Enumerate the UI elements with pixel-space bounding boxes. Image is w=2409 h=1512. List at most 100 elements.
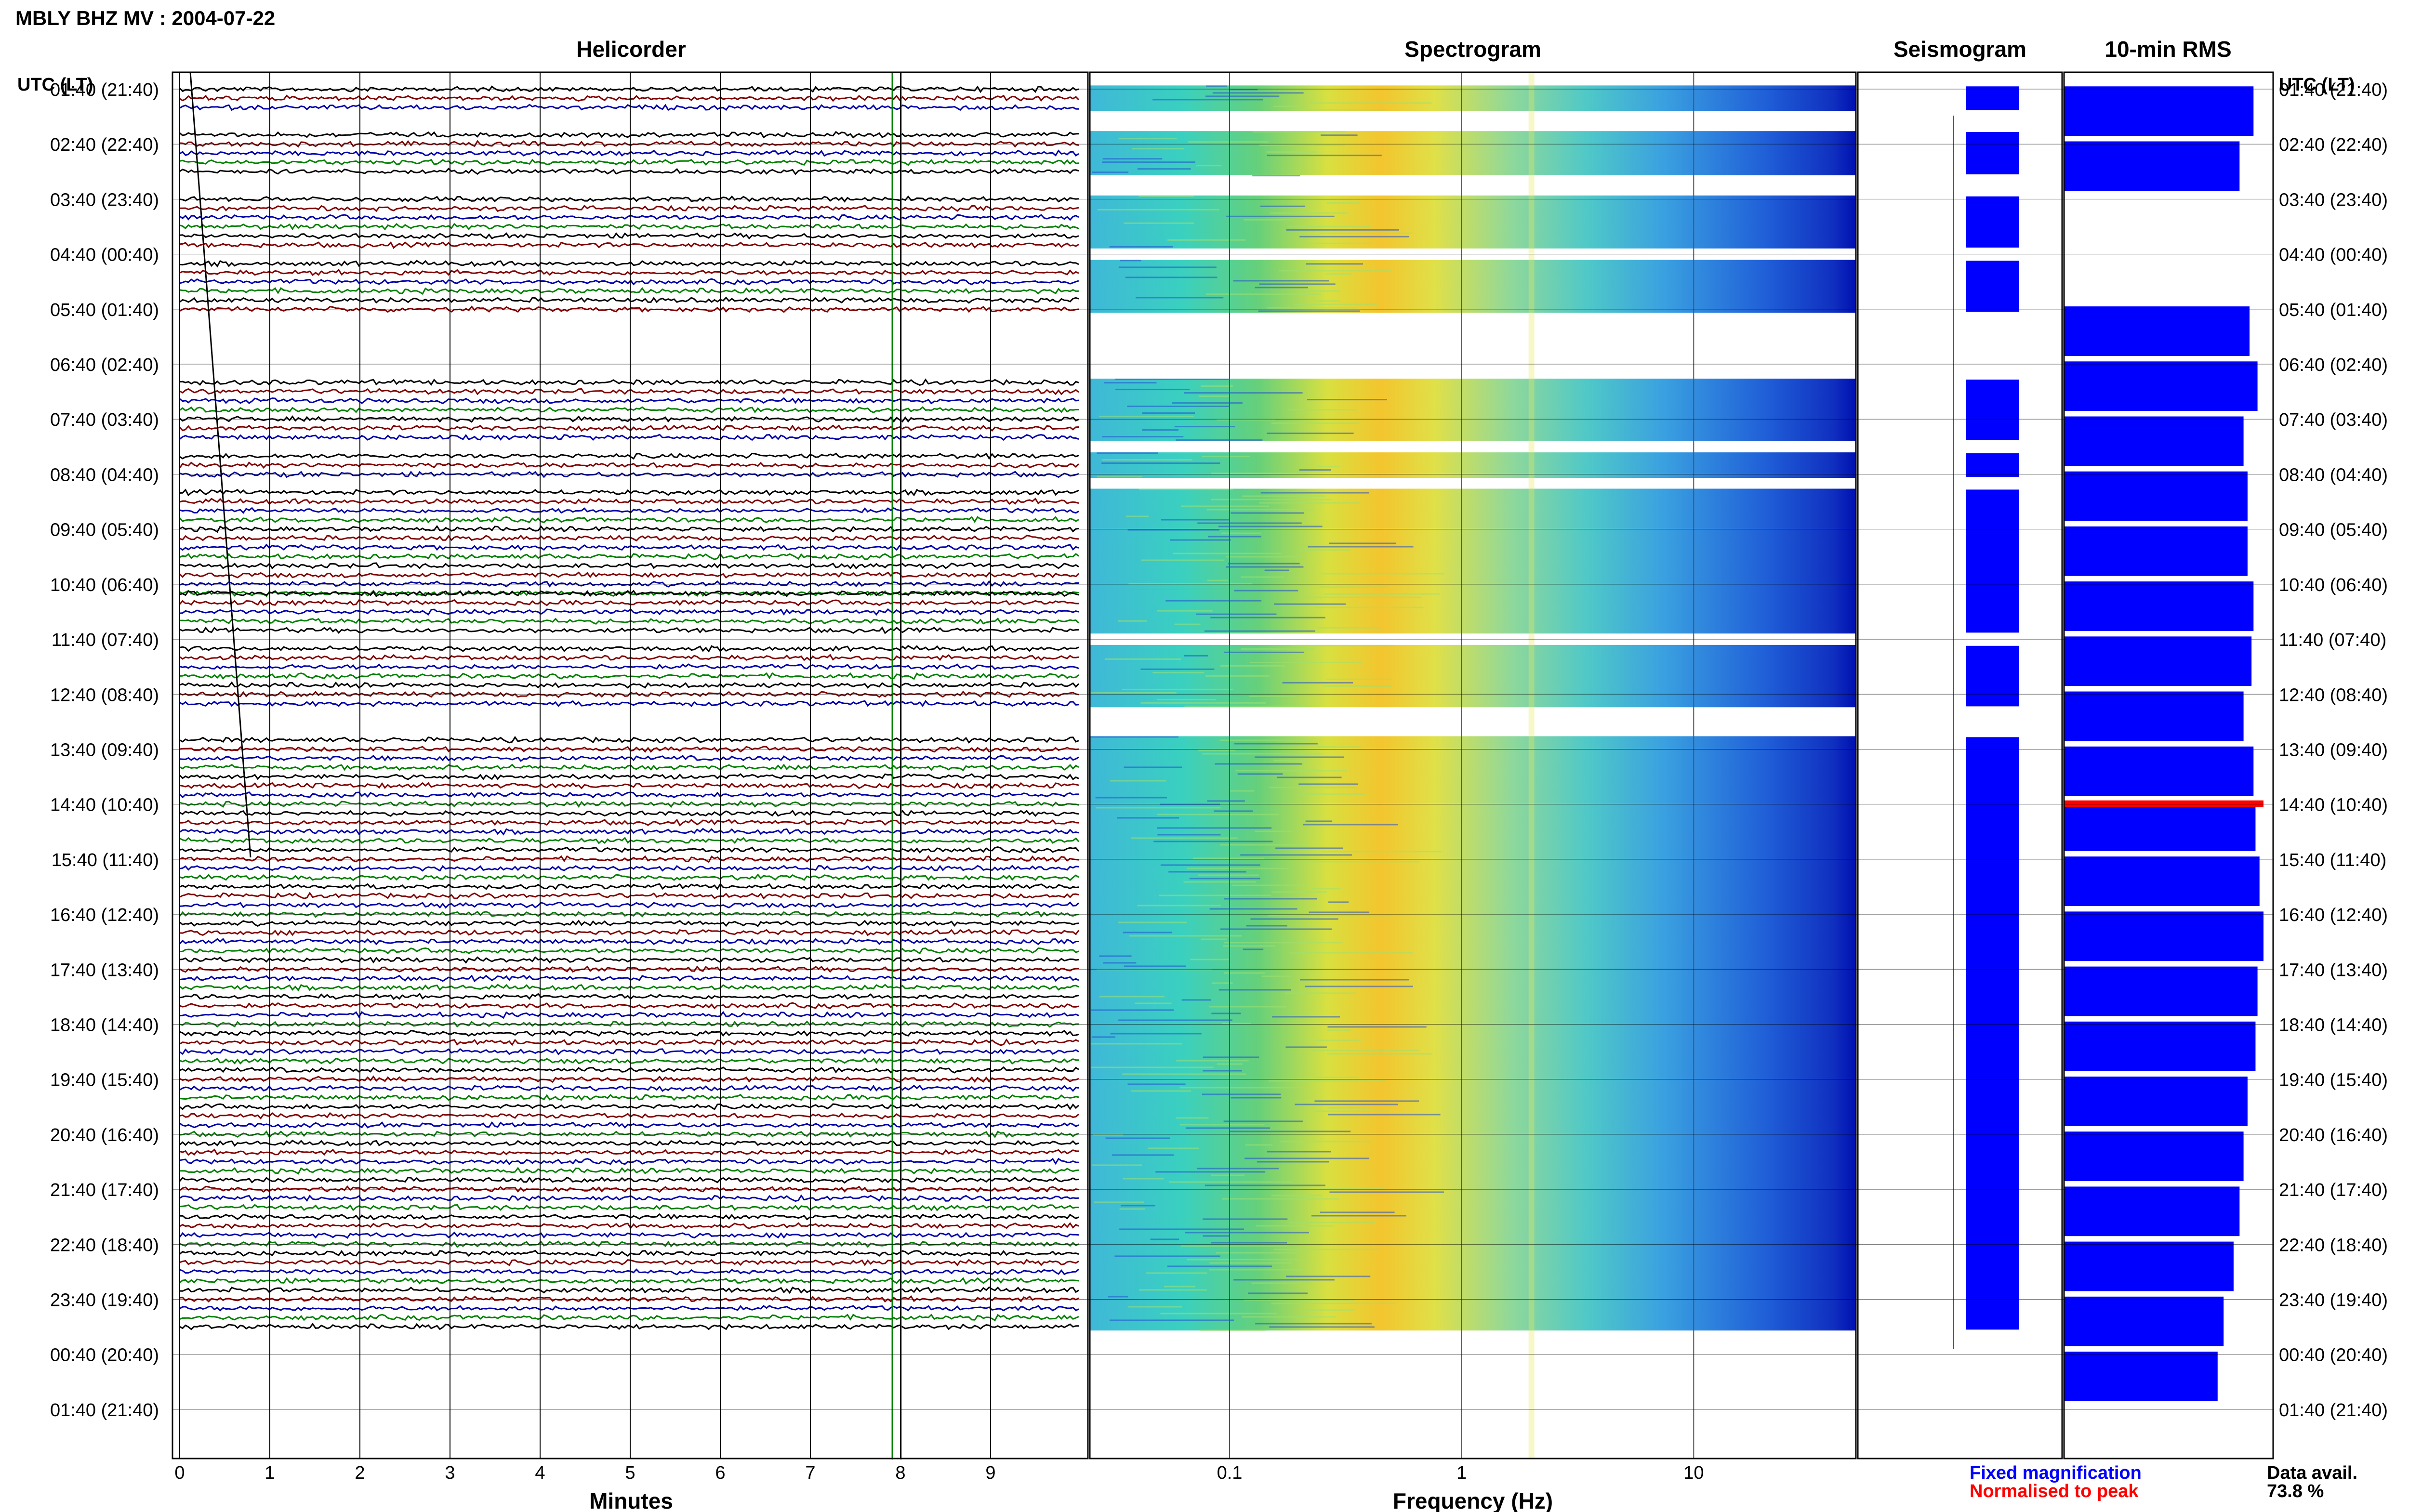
spectrogram-streak — [1170, 539, 1231, 541]
spectrogram-streak — [1314, 1100, 1419, 1102]
spectrogram-xlabel: Frequency (Hz) — [1393, 1488, 1553, 1512]
helicorder-trace-row — [179, 590, 1079, 597]
spectrogram-streak — [1312, 1050, 1419, 1052]
helicorder-trace-row — [179, 461, 1080, 469]
spectrogram-streak — [1123, 1178, 1164, 1180]
spectrogram-streak — [1099, 955, 1132, 957]
spectrogram-streak — [1090, 736, 1178, 738]
spectrogram-streak — [1310, 102, 1432, 104]
spectrogram-streak — [1203, 1235, 1230, 1237]
time-tick-right: 08:40 (04:40) — [2279, 465, 2388, 485]
helicorder-trace-row — [179, 204, 1079, 212]
spectrogram-streak — [1186, 1259, 1310, 1261]
spectrogram-streak — [1282, 682, 1353, 684]
spectrogram-streak — [1124, 965, 1186, 967]
helicorder-x-tick: 2 — [355, 1463, 365, 1483]
helicorder-trace-row — [179, 763, 1079, 772]
spectrogram-streak — [1157, 698, 1216, 700]
spectrogram-streak — [1091, 1164, 1142, 1166]
spectrogram-streak — [1157, 827, 1272, 829]
spectrogram-streak — [1267, 155, 1382, 157]
spectrogram-streak — [1101, 462, 1220, 464]
spectrogram-streak — [1205, 675, 1270, 677]
time-tick-right: 04:40 (00:40) — [2279, 245, 2388, 265]
spectrogram-streak — [1127, 406, 1230, 408]
helicorder-trace-row — [179, 608, 1079, 616]
helicorder-trace-row — [179, 1194, 1079, 1202]
spectrogram-streak — [1324, 593, 1440, 595]
spectrogram-streak — [1090, 1043, 1182, 1045]
spectrogram-streak — [1118, 1019, 1232, 1021]
helicorder-trace-row — [179, 700, 1079, 708]
seismogram-block — [1966, 132, 2019, 175]
spectrogram-streak — [1223, 945, 1275, 947]
spectrogram-x-tick: 1 — [1456, 1463, 1467, 1483]
helicorder-trace-row — [179, 1222, 1079, 1230]
spectrogram-streak — [1180, 1245, 1289, 1247]
spectrogram-x-tick: 10 — [1683, 1463, 1704, 1483]
spectrogram-streak — [1244, 1299, 1355, 1301]
spectrogram-streak — [1242, 495, 1325, 497]
helicorder-trace-row — [179, 644, 1079, 653]
spectrogram-streak — [1294, 303, 1377, 305]
spectrogram-streak — [1271, 1195, 1322, 1196]
time-ticks-right: 01:40 (21:40) 02:40 (22:40) 03:40 (23:40) 0… — [2279, 80, 2388, 1420]
spectrogram-streak — [1167, 239, 1245, 241]
spectrogram-streak — [1276, 776, 1342, 778]
spectrogram-streak — [1287, 225, 1371, 227]
helicorder-trace-row — [179, 855, 1079, 863]
helicorder-trace-row — [179, 654, 1079, 661]
panel-grid — [172, 72, 2273, 1459]
spectrogram-streak — [1295, 1104, 1398, 1105]
spectrogram-streak — [1293, 198, 1360, 200]
time-tick-right: 00:40 (20:40) — [2279, 1345, 2388, 1366]
rms-bar — [2064, 1296, 2224, 1346]
spectrogram-streak — [1203, 1070, 1242, 1072]
spectrogram-streak — [1097, 452, 1158, 454]
spectrogram-streak — [1142, 412, 1195, 414]
time-tick-left: 06:40 (02:40) — [50, 355, 159, 375]
spectrogram-streak — [1136, 297, 1224, 299]
spectrogram-streak — [1187, 868, 1289, 869]
spectrogram-streak — [1157, 814, 1279, 815]
helicorder-trace-row — [179, 498, 1079, 505]
spectrogram-block — [1090, 260, 1856, 313]
spectrogram-streak — [1211, 473, 1299, 474]
seismogram-block — [1966, 261, 2019, 312]
spectrogram-streak — [1244, 219, 1294, 221]
spectrogram-streak — [1315, 300, 1340, 302]
spectrogram-streak — [1197, 1168, 1279, 1170]
time-tick-left: 08:40 (04:40) — [50, 465, 159, 485]
helicorder-trace-row — [179, 543, 1079, 551]
helicorder-trace-row — [179, 910, 1079, 918]
spectrogram-streak — [1204, 1184, 1325, 1186]
helicorder-trace-row — [179, 269, 1079, 276]
spectrogram-streak — [1200, 1329, 1266, 1331]
time-tick-left: 22:40 (18:40) — [50, 1235, 159, 1255]
spectrogram-streak — [1224, 972, 1266, 974]
seismogram-traces — [1953, 86, 2019, 1349]
spectrogram-streak — [1271, 422, 1360, 424]
spectrogram-block — [1090, 644, 1856, 708]
spectrogram-streak — [1327, 1107, 1371, 1109]
spectrogram-streak — [1174, 426, 1235, 428]
helicorder-trace-row — [179, 168, 1079, 175]
spectrogram-streak — [1097, 476, 1143, 478]
helicorder-trace-row — [179, 956, 1079, 964]
spectrogram-streak — [1112, 1154, 1174, 1156]
spectrogram-streak — [1201, 385, 1233, 387]
spectrogram-streak — [1096, 969, 1212, 971]
spectrogram-streak — [1208, 536, 1261, 538]
helicorder-trace-row — [179, 158, 1079, 166]
time-tick-right: 16:40 (12:40) — [2279, 905, 2388, 925]
spectrogram-streak — [1255, 830, 1293, 832]
spectrogram-streak — [1104, 382, 1157, 384]
time-tick-right: 01:40 (21:40) — [2279, 1400, 2388, 1420]
spectrogram-streak — [1091, 1066, 1214, 1068]
seismogram-block — [1966, 737, 2019, 1330]
spectrogram-streak — [1274, 1249, 1380, 1250]
spectrogram-streak — [1115, 379, 1230, 381]
spectrogram-streak — [1308, 546, 1414, 548]
spectrogram-streak — [1138, 488, 1233, 490]
spectrogram-streak — [1323, 685, 1392, 687]
